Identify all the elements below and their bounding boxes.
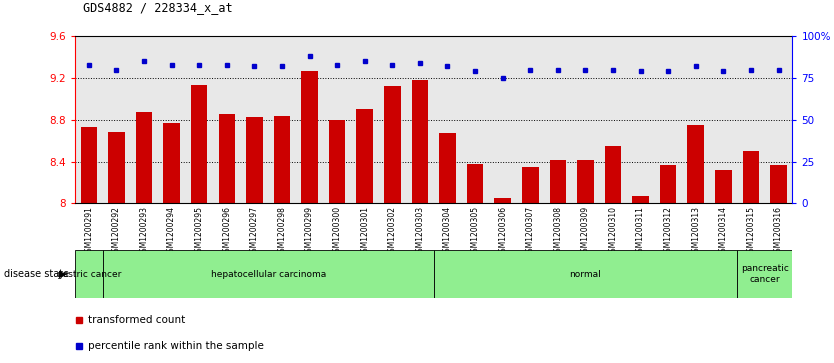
Bar	[715, 170, 731, 203]
Bar	[440, 133, 455, 203]
Bar	[771, 165, 786, 203]
Text: gastric cancer: gastric cancer	[57, 270, 121, 278]
Bar	[136, 113, 153, 203]
Text: ▶: ▶	[59, 269, 66, 279]
Bar	[577, 160, 594, 203]
Bar	[522, 167, 539, 203]
Text: normal: normal	[570, 270, 601, 278]
Bar	[246, 117, 263, 203]
Bar	[467, 164, 484, 203]
Bar	[75, 250, 103, 298]
Bar	[219, 114, 235, 203]
Bar	[660, 165, 676, 203]
Bar	[605, 146, 621, 203]
Bar	[687, 125, 704, 203]
Text: pancreatic
cancer: pancreatic cancer	[741, 264, 789, 284]
Bar	[742, 151, 759, 203]
Text: disease state: disease state	[4, 269, 69, 279]
Text: hepatocellular carcinoma: hepatocellular carcinoma	[210, 270, 326, 278]
Bar	[434, 250, 737, 298]
Bar	[108, 132, 125, 203]
Bar	[356, 109, 373, 203]
Bar	[737, 250, 792, 298]
Bar	[550, 160, 566, 203]
Bar	[632, 196, 649, 203]
Text: transformed count: transformed count	[88, 315, 185, 325]
Bar	[103, 250, 434, 298]
Bar	[329, 120, 345, 203]
Bar	[412, 80, 428, 203]
Bar	[384, 86, 400, 203]
Bar	[191, 85, 208, 203]
Bar	[81, 127, 97, 203]
Bar	[495, 198, 511, 203]
Text: GDS4882 / 228334_x_at: GDS4882 / 228334_x_at	[83, 1, 233, 15]
Bar	[163, 123, 180, 203]
Text: percentile rank within the sample: percentile rank within the sample	[88, 341, 264, 351]
Bar	[301, 71, 318, 203]
Bar	[274, 115, 290, 203]
